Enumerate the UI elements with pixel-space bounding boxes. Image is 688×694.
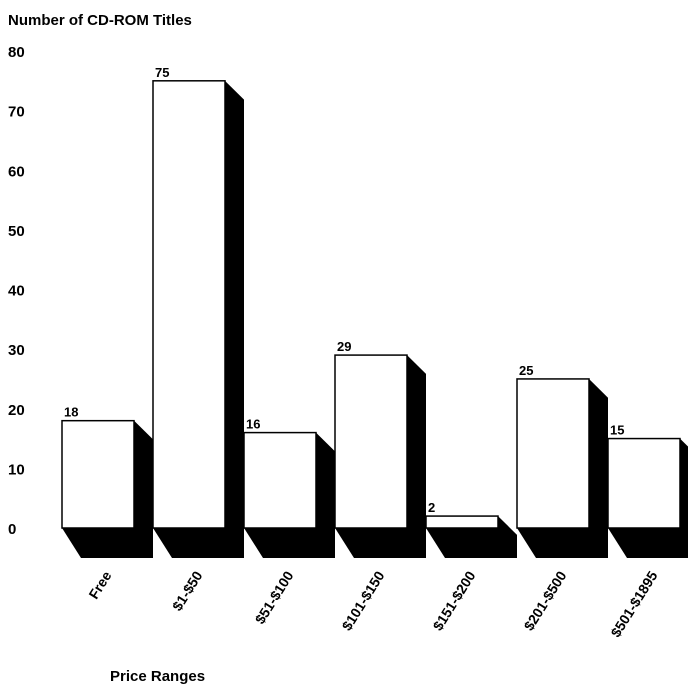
y-tick-label: 30	[8, 342, 25, 359]
y-tick-label: 10	[8, 461, 25, 478]
data-label: 15	[610, 423, 624, 438]
y-tick-label: 70	[8, 104, 25, 121]
y-tick-label: 40	[8, 283, 25, 300]
data-label: 29	[337, 339, 351, 354]
y-tick-label: 80	[8, 44, 25, 61]
data-label: 2	[428, 500, 435, 515]
bar-front	[607, 437, 681, 529]
x-axis-title: Price Ranges	[110, 668, 206, 685]
bar	[61, 419, 153, 558]
bar-front	[61, 419, 135, 529]
x-tick-label: Free	[85, 568, 114, 602]
y-tick-label: 0	[8, 521, 16, 538]
bar	[516, 378, 608, 558]
data-label: 25	[519, 363, 533, 378]
data-label: 18	[64, 405, 78, 420]
x-tick-label: $51-$100	[252, 568, 297, 627]
bar	[607, 437, 688, 558]
bar	[243, 431, 335, 558]
x-tick-label: $1-$50	[169, 568, 206, 614]
y-tick-label: 20	[8, 402, 25, 419]
y-tick-label: 60	[8, 163, 25, 180]
data-label: 75	[155, 65, 169, 80]
bar-front	[425, 515, 499, 529]
x-tick-label: $501-$1895	[607, 568, 660, 640]
x-tick-label: $201-$500	[520, 568, 569, 633]
y-tick-label: 50	[8, 223, 25, 240]
bar-front	[152, 80, 226, 529]
x-tick-label: $151-$200	[429, 568, 478, 633]
data-label: 16	[246, 417, 260, 432]
y-axis-title: Number of CD-ROM Titles	[8, 12, 192, 29]
bar-front	[516, 378, 590, 529]
bar	[425, 515, 517, 558]
bar	[334, 354, 426, 558]
bar-front	[243, 431, 317, 529]
bar	[152, 80, 244, 558]
bar-front	[334, 354, 408, 529]
x-tick-label: $101-$150	[338, 568, 387, 633]
